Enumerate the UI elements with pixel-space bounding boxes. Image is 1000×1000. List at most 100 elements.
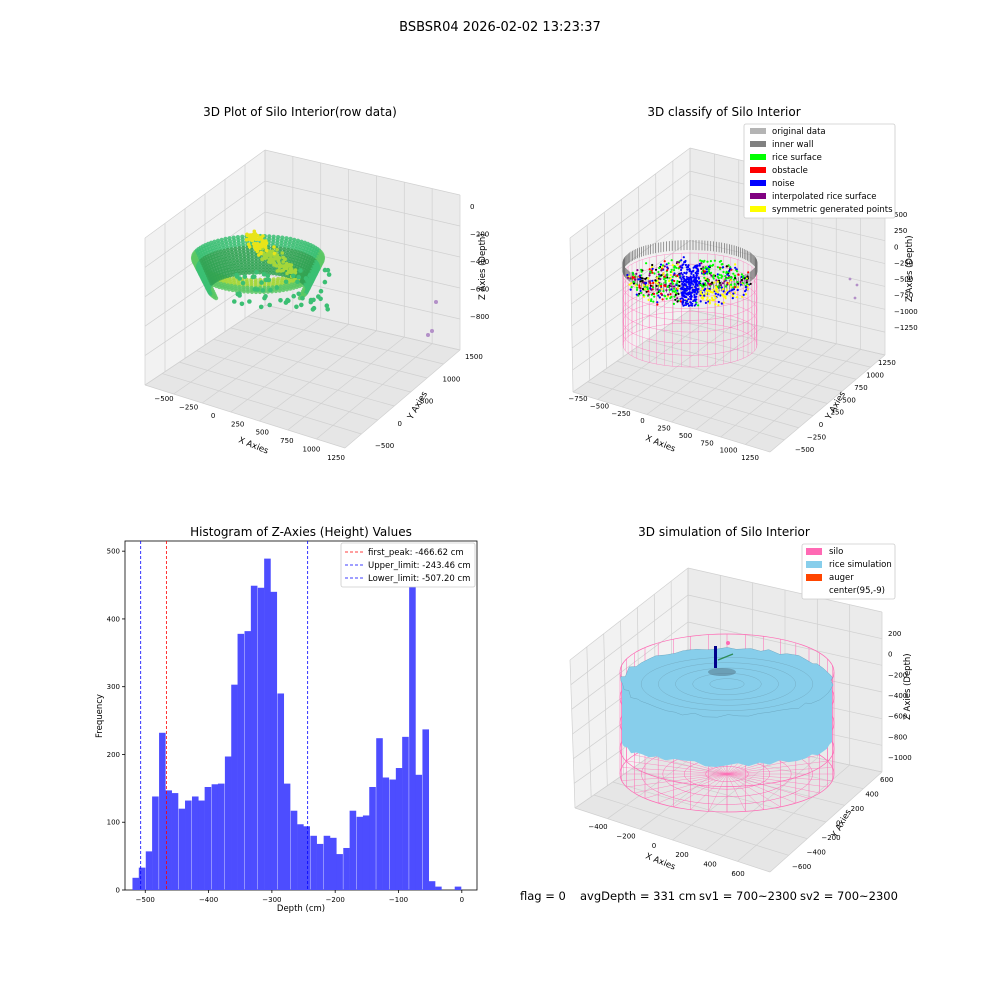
legend-label: rice simulation bbox=[829, 560, 892, 570]
classified-point bbox=[640, 291, 643, 294]
histogram-legend: first_peak: -466.62 cm Upper_limit: -243.… bbox=[340, 542, 476, 588]
panel2-y-tick: 750 bbox=[854, 384, 867, 392]
classified-point bbox=[669, 282, 673, 285]
classified-point bbox=[675, 283, 678, 287]
histogram-bar bbox=[343, 847, 350, 890]
classified-point bbox=[651, 267, 654, 270]
classified-point bbox=[642, 284, 645, 287]
classified-point bbox=[640, 270, 643, 273]
point bbox=[307, 273, 313, 278]
classified-point bbox=[644, 282, 647, 285]
histogram-bar bbox=[211, 784, 219, 890]
classified-point bbox=[714, 296, 717, 299]
classified-point bbox=[698, 280, 701, 284]
classified-point bbox=[670, 268, 673, 271]
histogram-bar bbox=[382, 777, 390, 890]
classified-point bbox=[721, 282, 725, 285]
point bbox=[287, 263, 292, 267]
silo-floor-spoke bbox=[726, 773, 781, 808]
classified-point bbox=[727, 264, 730, 267]
rice-mesh-ring bbox=[709, 678, 745, 690]
point bbox=[245, 232, 249, 237]
histogram-bar bbox=[349, 810, 357, 890]
classified-point bbox=[711, 281, 714, 284]
point bbox=[264, 254, 269, 258]
silo-floor-spoke bbox=[626, 760, 728, 775]
classified-point bbox=[654, 268, 658, 271]
classified-point bbox=[656, 282, 659, 285]
point bbox=[291, 293, 297, 299]
classified-point bbox=[675, 282, 678, 285]
point bbox=[240, 271, 245, 276]
classified-point bbox=[704, 282, 707, 285]
histogram-bar bbox=[316, 843, 324, 890]
classified-point bbox=[661, 266, 664, 269]
point bbox=[274, 285, 280, 290]
panel4-y-tick: −400 bbox=[807, 849, 826, 857]
panel2-x-tick: 250 bbox=[657, 425, 670, 433]
point bbox=[294, 304, 299, 310]
noise-point bbox=[682, 299, 685, 302]
noise-point bbox=[690, 279, 693, 282]
classified-point bbox=[731, 288, 734, 291]
classified-point bbox=[653, 272, 656, 275]
classified-point bbox=[677, 292, 680, 295]
noise-point bbox=[691, 291, 694, 294]
y-tick-label: 200 bbox=[107, 751, 120, 759]
panel3-title: Histogram of Z-Axies (Height) Values bbox=[190, 525, 412, 539]
silo-floor-ring bbox=[705, 766, 749, 782]
classified-point bbox=[705, 270, 709, 273]
point bbox=[295, 279, 300, 285]
classified-point bbox=[649, 282, 652, 285]
histogram-y-axis-label: Frequency bbox=[95, 694, 105, 738]
classified-point bbox=[746, 275, 749, 278]
histogram-bar bbox=[270, 591, 278, 890]
outlier-point bbox=[855, 283, 859, 287]
classified-point bbox=[700, 284, 704, 287]
panel2-y-ticks: −500 −250 0 250 500 750 1000 1250 bbox=[795, 359, 896, 454]
point bbox=[311, 305, 317, 311]
outlier-point bbox=[853, 296, 857, 300]
panel4-z-ticks: 200 0 −200 −400 −600 −800 −1000 bbox=[888, 630, 912, 762]
classified-point bbox=[693, 293, 696, 297]
panel2-z-axis-label: Z Axies (Depth) bbox=[905, 235, 915, 302]
classified-point bbox=[704, 272, 707, 275]
classified-point bbox=[660, 284, 663, 288]
histogram-bar bbox=[310, 835, 317, 890]
classified-point bbox=[641, 287, 645, 291]
noise-point bbox=[684, 284, 687, 287]
classified-point bbox=[726, 273, 729, 276]
classified-point bbox=[660, 287, 663, 290]
point bbox=[271, 259, 275, 264]
panel1-x-tick: −250 bbox=[179, 403, 198, 411]
point bbox=[263, 277, 269, 283]
classified-point bbox=[673, 272, 676, 275]
classified-point bbox=[669, 277, 672, 280]
classified-point bbox=[728, 291, 731, 294]
classified-point bbox=[746, 284, 750, 287]
classified-point bbox=[716, 285, 719, 288]
histogram-bar bbox=[369, 786, 376, 890]
classified-point bbox=[744, 293, 748, 296]
classified-point bbox=[666, 274, 669, 277]
point bbox=[259, 235, 263, 240]
panel1-z-tick: −200 bbox=[470, 231, 489, 239]
classified-point bbox=[635, 286, 639, 289]
classified-point bbox=[725, 265, 728, 268]
classified-point bbox=[676, 261, 679, 264]
histogram-bar bbox=[290, 810, 298, 890]
classified-point bbox=[734, 274, 737, 278]
classified-point bbox=[729, 283, 733, 286]
histogram-bar bbox=[277, 693, 285, 890]
classified-point bbox=[631, 271, 634, 274]
classified-point bbox=[636, 269, 639, 272]
point bbox=[240, 280, 246, 286]
histogram-bar bbox=[198, 800, 205, 890]
classified-point bbox=[700, 262, 703, 265]
x-tick-label: −500 bbox=[136, 896, 155, 904]
classified-point bbox=[647, 298, 650, 301]
classified-point bbox=[656, 303, 659, 306]
point bbox=[265, 273, 271, 279]
classified-point bbox=[705, 292, 708, 295]
noise-point bbox=[693, 298, 696, 301]
